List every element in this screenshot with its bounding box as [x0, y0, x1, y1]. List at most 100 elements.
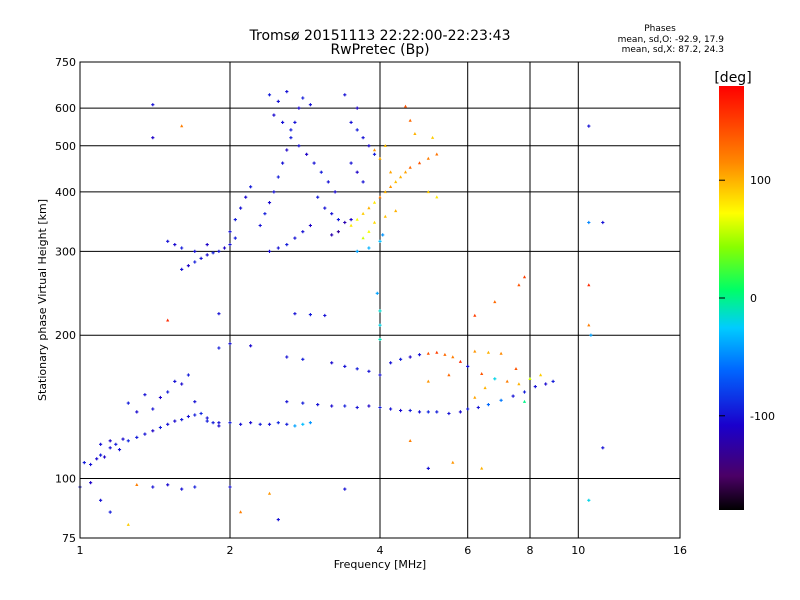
data-point — [551, 379, 555, 383]
data-point — [228, 485, 232, 489]
data-point — [301, 357, 305, 361]
data-point — [193, 400, 197, 404]
data-point — [173, 379, 177, 383]
x-tick-label: 8 — [527, 544, 534, 557]
data-point — [587, 498, 591, 502]
colorbar-tick-label: -100 — [750, 410, 775, 423]
data-point — [378, 309, 382, 313]
data-point — [276, 246, 280, 250]
data-point — [451, 355, 455, 359]
data-point — [217, 421, 221, 425]
data-point — [285, 422, 289, 426]
data-point — [166, 318, 170, 322]
data-point — [301, 422, 305, 426]
plot-frame — [79, 61, 681, 539]
data-point — [408, 165, 412, 169]
data-point — [285, 148, 289, 152]
data-point — [505, 379, 509, 383]
data-point — [361, 236, 365, 240]
data-point — [486, 350, 490, 354]
y-tick-label: 300 — [55, 245, 76, 258]
data-point — [276, 175, 280, 179]
data-point — [180, 267, 184, 271]
data-point — [166, 239, 170, 243]
data-point — [135, 410, 139, 414]
data-point — [394, 180, 398, 184]
data-point — [367, 246, 371, 250]
data-point — [126, 401, 130, 405]
data-point — [378, 195, 382, 199]
data-point — [151, 429, 155, 433]
data-point — [601, 220, 605, 225]
data-point — [399, 175, 403, 179]
data-point — [389, 170, 393, 174]
data-point — [301, 230, 305, 234]
data-point — [343, 220, 347, 225]
data-point — [180, 246, 184, 250]
y-tick-label: 500 — [55, 140, 76, 153]
x-axis-label: Frequency [MHz] — [334, 558, 426, 571]
data-point — [249, 421, 253, 425]
data-point — [173, 419, 177, 423]
data-point — [312, 161, 316, 165]
data-point — [205, 416, 209, 420]
data-point — [82, 461, 86, 465]
data-point — [514, 367, 518, 370]
data-point — [263, 212, 267, 216]
data-point — [361, 211, 365, 215]
data-point — [308, 313, 312, 317]
data-point — [143, 393, 147, 397]
data-point — [211, 421, 215, 425]
data-point — [297, 144, 301, 148]
stats-o-mode: mean, sd,O: -92.9, 17.9 — [618, 35, 725, 45]
data-point — [186, 264, 190, 268]
data-point — [383, 190, 387, 194]
data-point — [151, 407, 155, 411]
data-point — [343, 93, 347, 97]
data-point — [426, 379, 430, 383]
data-point — [473, 313, 477, 317]
data-point — [186, 414, 190, 419]
data-point — [293, 236, 297, 240]
data-point — [319, 170, 323, 174]
data-point — [193, 485, 197, 489]
data-point — [587, 323, 591, 327]
data-point — [228, 342, 232, 346]
data-point — [249, 344, 253, 348]
data-point — [301, 401, 305, 405]
data-point — [517, 382, 521, 386]
data-point — [211, 251, 215, 255]
data-point — [378, 337, 382, 341]
data-point — [336, 218, 340, 222]
data-point — [217, 312, 221, 316]
data-point — [316, 195, 320, 199]
data-point — [151, 485, 155, 489]
data-point — [349, 120, 353, 124]
data-point — [217, 346, 221, 350]
data-point — [587, 283, 591, 287]
data-point — [394, 209, 398, 213]
data-point — [151, 103, 155, 107]
grid-lines — [80, 62, 680, 538]
colorbar: [deg] 100 0 -100 — [714, 70, 775, 510]
data-point — [372, 220, 377, 224]
data-point — [180, 418, 184, 422]
data-point — [297, 106, 301, 110]
data-point — [143, 432, 147, 436]
data-point — [355, 249, 359, 253]
data-point — [499, 351, 503, 355]
data-point — [343, 364, 347, 368]
data-point — [180, 487, 184, 491]
data-point — [355, 405, 359, 410]
data-point — [305, 152, 309, 156]
data-point — [443, 352, 447, 356]
data-point — [372, 152, 377, 156]
data-point — [135, 483, 139, 486]
data-point — [355, 106, 359, 110]
data-point — [435, 152, 439, 156]
data-point — [285, 243, 289, 247]
y-tick-label: 100 — [55, 473, 76, 486]
data-point — [323, 313, 327, 318]
data-point — [326, 180, 330, 184]
chart-subtitle: RwPretec (Bp) — [330, 42, 429, 58]
